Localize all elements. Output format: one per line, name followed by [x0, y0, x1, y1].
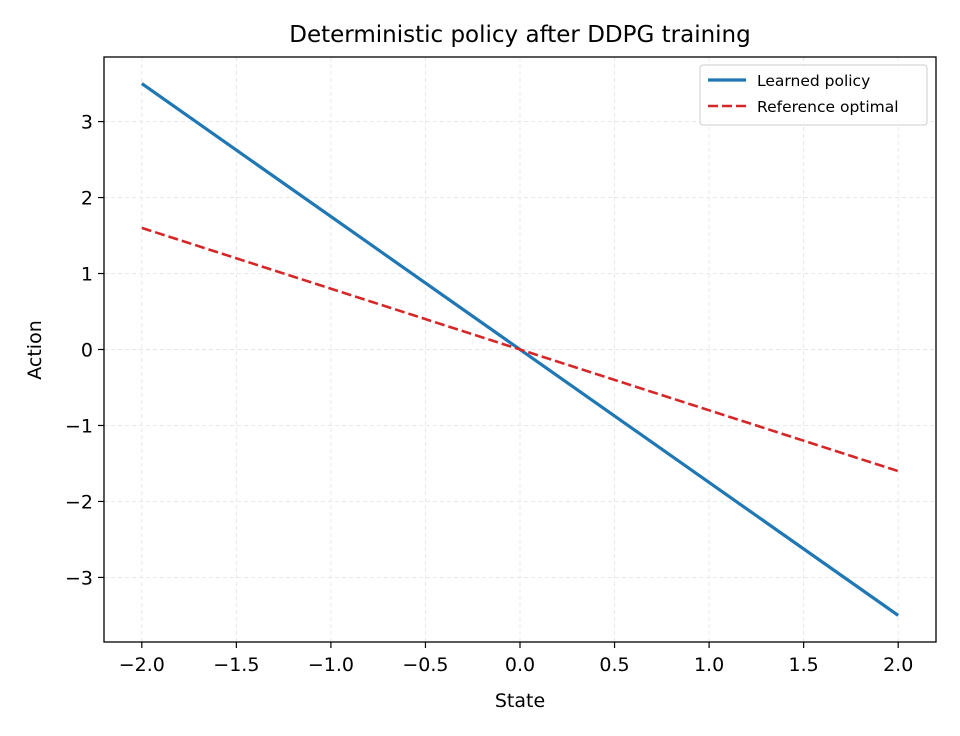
- x-tick-label: 2.0: [883, 654, 913, 676]
- x-tick-label: 1.0: [694, 654, 724, 676]
- legend-label-reference-optimal: Reference optimal: [757, 98, 899, 116]
- legend-label-learned-policy: Learned policy: [757, 72, 870, 90]
- y-tick-label: 0: [81, 340, 93, 362]
- x-axis-label: State: [495, 690, 545, 712]
- x-tick-label: −1.5: [213, 654, 259, 676]
- legend-box: [699, 64, 928, 126]
- y-tick-label: −1: [65, 415, 93, 437]
- legend: Learned policy Reference optimal: [699, 64, 928, 126]
- y-axis-label: Action: [24, 320, 46, 380]
- x-tick-label: 1.5: [789, 654, 819, 676]
- x-tick-label: −1.0: [308, 654, 354, 676]
- chart-title: Deterministic policy after DDPG training: [289, 22, 750, 48]
- x-tick-label: −2.0: [119, 654, 165, 676]
- x-axis-ticks: −2.0 −1.5 −1.0 −0.5 0.0 0.5 1.0 1.5 2.0: [119, 642, 913, 676]
- y-tick-label: −2: [65, 491, 93, 513]
- y-tick-label: −3: [65, 567, 93, 589]
- series-layer: [140, 82, 900, 617]
- y-tick-label: 3: [81, 112, 93, 134]
- x-tick-label: −0.5: [402, 654, 448, 676]
- y-axis-ticks: 3 2 1 0 −1 −2 −3: [65, 112, 104, 589]
- y-tick-label: 2: [81, 188, 93, 210]
- x-tick-label: 0.0: [505, 654, 535, 676]
- y-tick-label: 1: [81, 264, 93, 286]
- series-line-reference-optimal: [141, 226, 899, 473]
- x-tick-label: 0.5: [599, 654, 629, 676]
